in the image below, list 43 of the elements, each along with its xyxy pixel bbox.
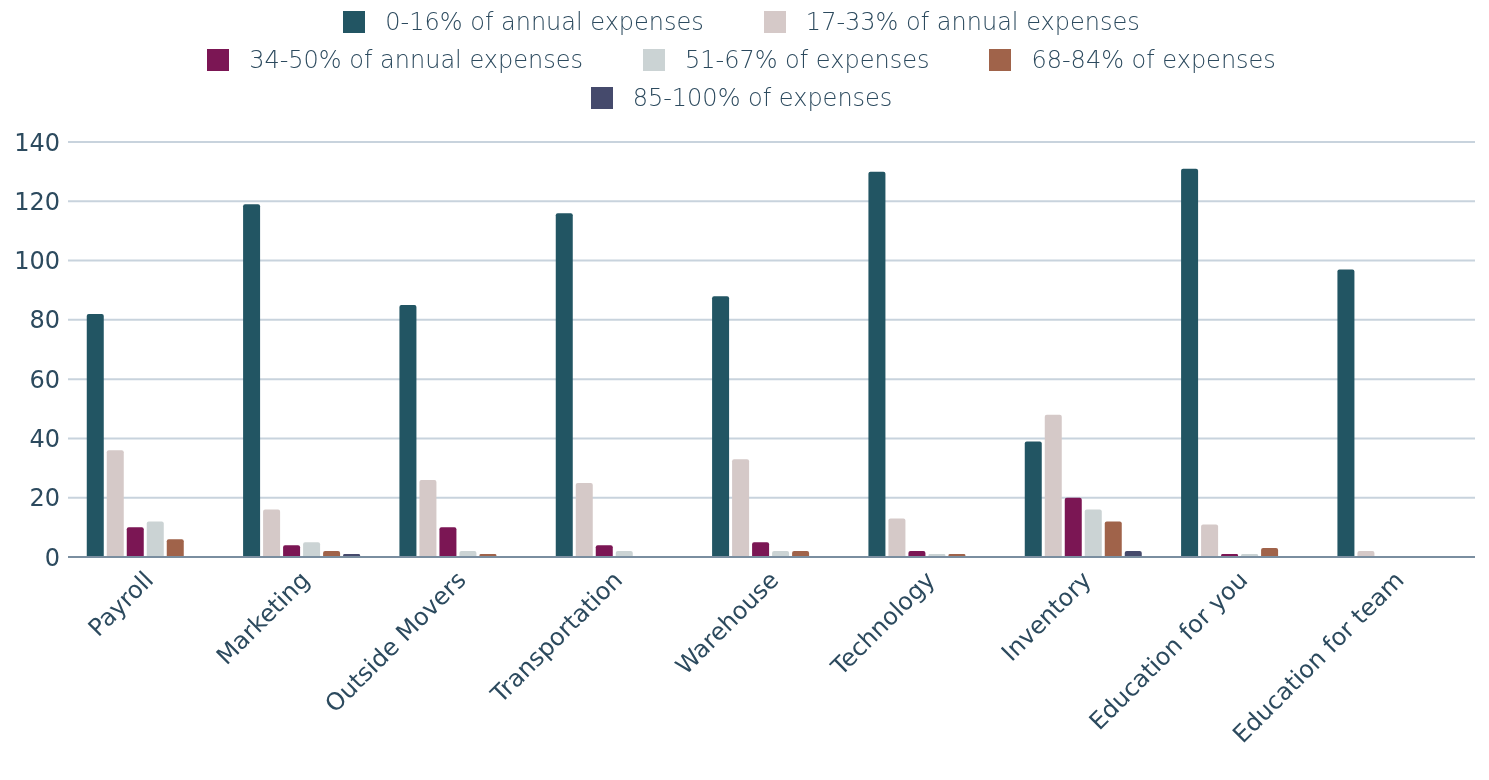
y-tick-label: 80: [29, 306, 60, 335]
bar: [1044, 414, 1062, 557]
bar: [399, 305, 417, 557]
legend-label: 68-84% of expenses: [1031, 46, 1276, 74]
bar: [303, 542, 321, 557]
bar: [595, 545, 613, 557]
bar: [575, 482, 593, 557]
y-tick-label: 40: [29, 424, 60, 453]
bar: [106, 450, 124, 557]
bar: [868, 171, 886, 557]
bar: [1084, 509, 1102, 557]
bar: [86, 313, 104, 557]
bar: [1181, 168, 1199, 557]
bar: [732, 459, 750, 557]
y-tick-label: 60: [29, 365, 60, 394]
bar: [1104, 521, 1122, 557]
bar: [888, 518, 906, 557]
bar: [126, 527, 144, 557]
y-tick-label: 0: [44, 543, 60, 572]
bar: [439, 527, 457, 557]
legend-label: 17-33% of annual expenses: [805, 8, 1140, 36]
y-tick-label: 100: [14, 247, 60, 276]
bar: [263, 509, 281, 557]
bar: [1201, 524, 1219, 557]
legend-label: 51-67% of expenses: [684, 46, 930, 74]
bar: [752, 542, 770, 557]
bar: [1064, 497, 1082, 557]
bar: [283, 545, 301, 557]
bar: [1337, 269, 1355, 557]
y-tick-label: 120: [14, 187, 60, 216]
legend-label: 0-16% of annual expenses: [385, 8, 704, 36]
bar: [555, 213, 573, 557]
bar: [419, 479, 437, 557]
bar: [166, 539, 184, 557]
y-tick-label: 20: [29, 484, 60, 513]
legend-label: 85-100% of expenses: [632, 84, 893, 112]
y-tick-label: 140: [14, 128, 60, 157]
bar: [243, 204, 261, 557]
bar: [1024, 441, 1042, 557]
bar: [1261, 548, 1279, 557]
bar: [712, 296, 730, 557]
legend-label: 34-50% of annual expenses: [249, 46, 583, 74]
bar: [146, 521, 164, 557]
